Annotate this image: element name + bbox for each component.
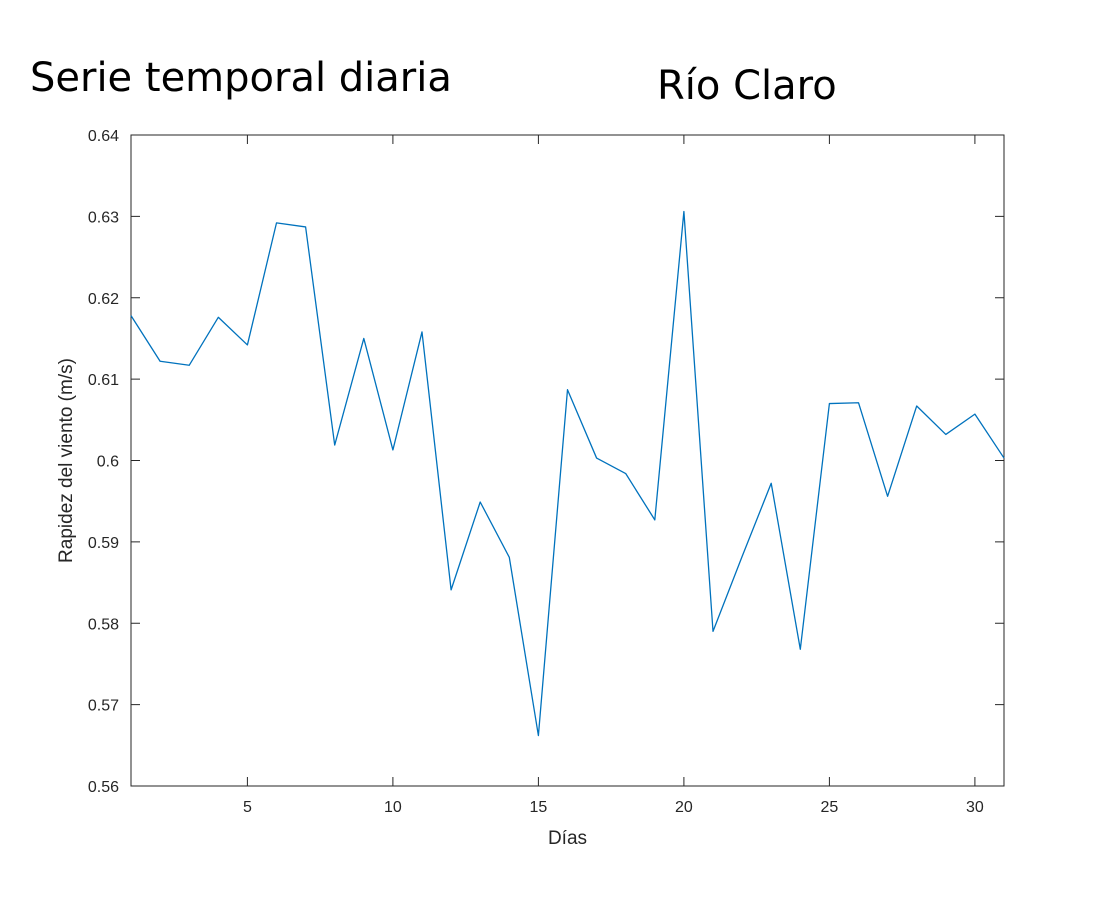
y-tick-label: 0.62 [88, 291, 119, 308]
y-axis-label: Rapidez del viento (m/s) [56, 358, 77, 563]
x-tick-label: 20 [675, 799, 693, 816]
x-tick-label: 25 [821, 799, 839, 816]
x-axis-label: Días [548, 828, 587, 849]
x-tick-label: 30 [966, 799, 984, 816]
y-tick-label: 0.59 [88, 535, 119, 552]
axis-ticks [131, 134, 1004, 787]
y-tick-label: 0.56 [88, 779, 119, 796]
y-tick-labels: 0.56 0.57 0.58 0.59 0.6 0.61 0.62 0.63 0.64 [88, 128, 119, 796]
x-tick-labels: 5 10 15 20 25 30 [243, 799, 984, 816]
series-line [130, 210, 1005, 737]
x-tick-label: 10 [384, 799, 402, 816]
y-tick-label: 0.64 [88, 128, 119, 145]
x-tick-label: 15 [530, 799, 548, 816]
y-tick-label: 0.58 [88, 616, 119, 633]
y-tick-label: 0.57 [88, 698, 119, 715]
chart-title-left: Serie temporal diaria [30, 55, 452, 101]
chart-title-right: Río Claro [657, 63, 837, 109]
series-lines [130, 210, 1005, 737]
plot-area-border [130, 134, 1005, 787]
y-tick-label: 0.6 [97, 454, 119, 471]
x-tick-label: 5 [243, 799, 252, 816]
y-tick-label: 0.61 [88, 372, 119, 389]
y-tick-label: 0.63 [88, 209, 119, 226]
